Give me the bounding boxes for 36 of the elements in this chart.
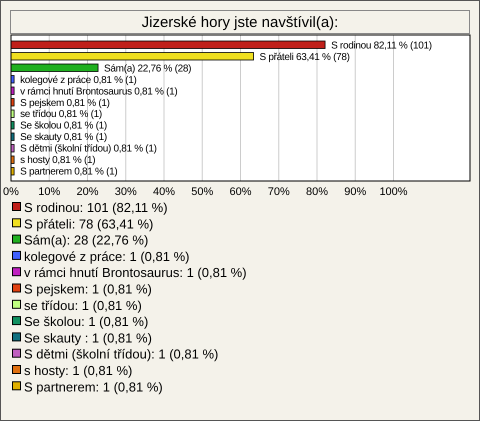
data-label: se třídou 0,81 % (1) (20, 109, 102, 120)
data-label: Se skauty 0,81 % (1) (20, 132, 107, 144)
legend-label: s hosty: 1 (0,81 %) (24, 363, 132, 378)
data-label: S partnerem 0,81 % (1) (20, 166, 118, 178)
legend-label: S pejskem: 1 (0,81 %) (24, 282, 152, 296)
data-label: S pejskem 0,81 % (1) (20, 98, 110, 109)
x-tick-label: 20% (76, 186, 99, 198)
legend-label: S partnerem: 1 (0,81 %) (24, 379, 163, 394)
x-tick-label: 30% (114, 186, 137, 198)
legend-label: S dětmi (školní třídou): 1 (0,81 %) (24, 346, 218, 362)
x-tick-label: 40% (152, 186, 176, 198)
x-tick-label: 10% (38, 186, 60, 198)
legend-label: S přáteli: 78 (63,41 %) (24, 216, 154, 232)
x-tick-label: 50% (191, 186, 214, 198)
legend-label: v rámci hnutí Brontosaurus: 1 (0,81 %) (24, 265, 247, 280)
data-label: s hosty 0,81 % (1) (20, 155, 96, 166)
data-label: v rámci hnutí Brontosaurus 0,81 % (1) (20, 86, 178, 98)
legend-label: S rodinou: 101 (82,11 %) (24, 200, 168, 215)
data-label: S přáteli 63,41 % (78) (260, 52, 350, 63)
legend-label: Se skauty : 1 (0,81 %) (24, 330, 152, 346)
x-tick-label: 100% (379, 186, 408, 198)
data-label: Se školou 0,81 % (1) (20, 120, 107, 132)
legend-label: se třídou: 1 (0,81 %) (24, 298, 142, 313)
data-label: kolegové z práce 0,81 % (1) (20, 74, 137, 86)
legend-label: Sám(a): 28 (22,76 %) (24, 232, 148, 248)
chart-title: Jizerské hory jste navštívil(a): (142, 14, 338, 31)
data-label: S rodinou 82,11 % (101) (331, 40, 432, 52)
x-tick-label: 60% (229, 186, 252, 198)
x-tick-label: 0% (3, 186, 20, 198)
legend-label: Se školou: 1 (0,81 %) (24, 314, 148, 330)
x-tick-label: 80% (306, 186, 328, 198)
data-label: S dětmi (školní třídou) 0,81 % (1) (20, 144, 157, 155)
legend-label: kolegové z práce: 1 (0,81 %) (24, 248, 190, 264)
x-tick-label: 70% (268, 186, 290, 198)
x-tick-label: 90% (344, 186, 366, 198)
data-label: Sám(a) 22,76 % (28) (104, 63, 192, 74)
